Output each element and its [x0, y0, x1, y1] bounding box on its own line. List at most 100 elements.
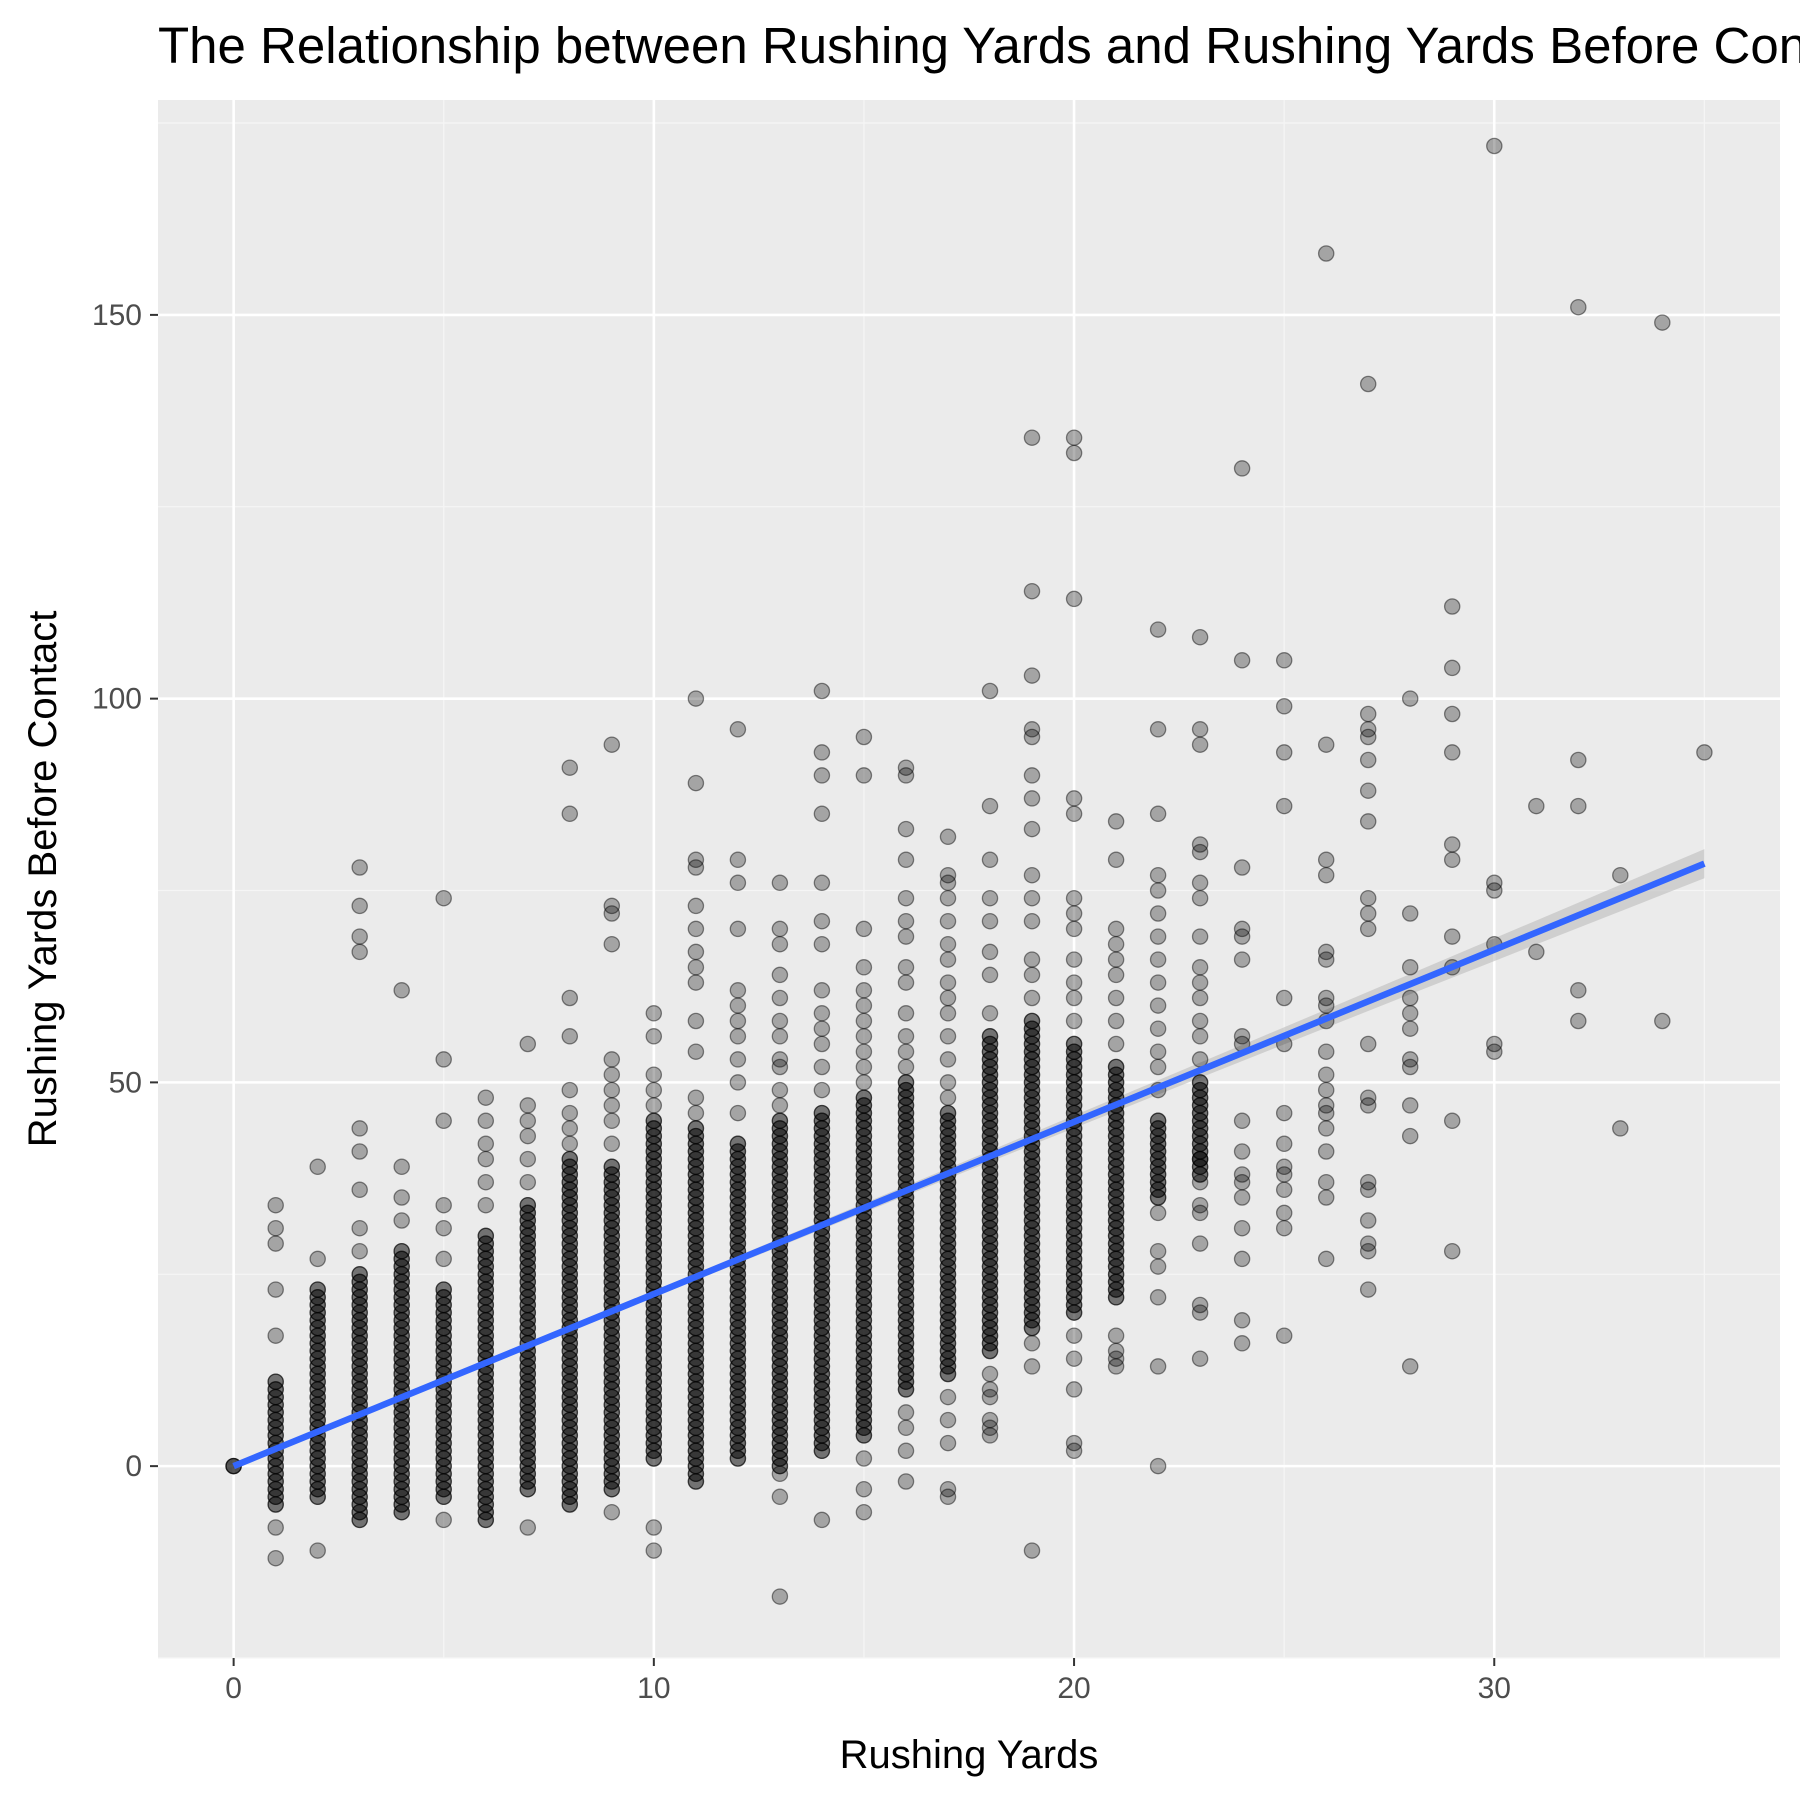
column-data-point [771, 1450, 789, 1467]
column-data-point [981, 1335, 999, 1352]
data-point [897, 1028, 915, 1045]
column-data-point [519, 1196, 537, 1214]
column-data-point [771, 1281, 789, 1298]
column-data-point [687, 1173, 705, 1191]
data-point [519, 1173, 537, 1191]
column-data-point [771, 1181, 789, 1199]
column-data-point [477, 1273, 495, 1291]
data-point [435, 1511, 452, 1529]
column-data-point [309, 1404, 326, 1421]
column-data-point [729, 1204, 747, 1222]
column-data-point [477, 1227, 495, 1245]
column-data-point [603, 1189, 621, 1206]
column-data-point [561, 1373, 579, 1390]
column-data-point [351, 1473, 368, 1490]
column-data-point [897, 1196, 915, 1214]
data-point [1486, 137, 1503, 155]
column-data-point [897, 1074, 915, 1091]
column-data-point [855, 1135, 873, 1153]
column-data-point [771, 1250, 789, 1268]
column-data-point [309, 1365, 326, 1383]
column-data-point [477, 1266, 495, 1283]
column-data-point [687, 1296, 705, 1314]
column-data-point [309, 1373, 326, 1390]
column-data-point [477, 1457, 495, 1475]
data-point [813, 1081, 831, 1099]
data-point [687, 920, 705, 938]
column-data-point [729, 1181, 747, 1199]
column-data-point [519, 1219, 537, 1237]
data-point [855, 997, 873, 1014]
column-data-point [519, 1427, 537, 1444]
column-data-point [939, 1289, 957, 1306]
column-data-point [603, 1281, 621, 1298]
column-data-point [603, 1281, 621, 1298]
column-data-point [309, 1350, 326, 1367]
column-data-point [477, 1503, 495, 1521]
column-data-point [855, 1273, 873, 1291]
data-point [1401, 1020, 1419, 1037]
column-data-point [603, 1289, 621, 1306]
column-data-point [645, 1189, 663, 1206]
column-data-point [855, 1327, 873, 1344]
data-point [1065, 805, 1083, 823]
column-data-point [813, 1289, 831, 1306]
column-data-point [939, 1327, 957, 1344]
column-data-point [519, 1450, 537, 1467]
data-point [603, 1066, 621, 1083]
column-data-point [645, 1166, 663, 1183]
column-data-point [729, 1304, 747, 1321]
column-data-point [519, 1473, 537, 1490]
column-data-point [477, 1396, 495, 1413]
column-data-point [309, 1296, 326, 1314]
column-data-point [351, 1434, 368, 1452]
column-data-point [855, 1342, 873, 1360]
column-data-point [435, 1442, 452, 1460]
column-data-point [645, 1434, 663, 1452]
data-point [981, 966, 999, 984]
column-data-point [561, 1227, 579, 1245]
column-data-point [981, 1319, 999, 1337]
column-data-point [603, 1166, 621, 1183]
column-data-point [477, 1312, 495, 1329]
data-point [1065, 1381, 1083, 1398]
column-data-point [519, 1450, 537, 1467]
data-point [939, 1074, 957, 1091]
data-point [1107, 851, 1125, 869]
column-data-point [561, 1304, 579, 1321]
column-data-point [435, 1289, 452, 1306]
data-point [1191, 959, 1209, 976]
column-data-point [477, 1235, 495, 1252]
data-point [561, 1135, 579, 1153]
column-data-point [729, 1358, 747, 1375]
data-point [687, 897, 705, 915]
column-data-point [603, 1189, 621, 1206]
column-data-point [645, 1235, 663, 1252]
data-point [603, 935, 621, 953]
data-point [813, 1058, 831, 1076]
column-data-point [687, 1427, 705, 1444]
column-data-point [603, 1404, 621, 1421]
column-data-point [393, 1319, 410, 1337]
column-data-point [645, 1327, 663, 1344]
column-data-point [519, 1388, 537, 1406]
column-data-point [351, 1273, 368, 1291]
column-data-point [477, 1427, 495, 1444]
column-data-point [645, 1173, 663, 1191]
data-point [1233, 1166, 1251, 1183]
column-data-point [309, 1365, 326, 1383]
column-data-point [519, 1350, 537, 1367]
column-data-point [645, 1335, 663, 1352]
column-data-point [645, 1112, 663, 1130]
data-point [267, 1549, 284, 1567]
column-data-point [435, 1312, 452, 1329]
column-data-point [309, 1488, 326, 1506]
data-point [687, 851, 705, 869]
column-data-point [729, 1135, 747, 1153]
column-data-point [645, 1381, 663, 1398]
column-data-point [813, 1150, 831, 1168]
column-data-point [645, 1312, 663, 1329]
data-point [1023, 966, 1041, 984]
column-data-point [561, 1296, 579, 1314]
column-data-point [393, 1496, 410, 1513]
